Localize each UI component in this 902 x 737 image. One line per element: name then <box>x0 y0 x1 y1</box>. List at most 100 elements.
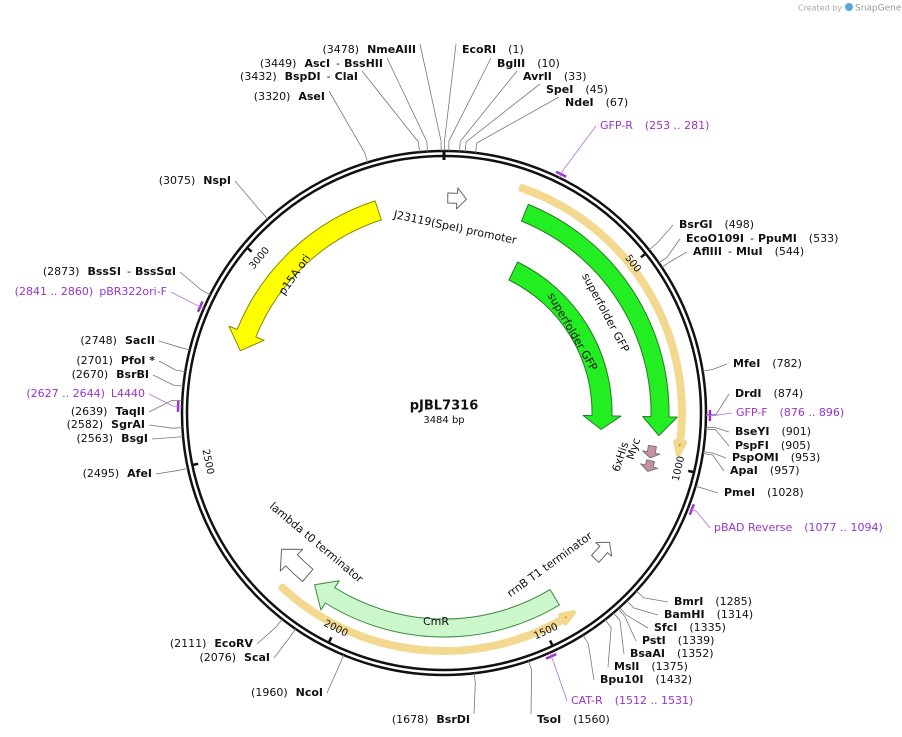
feature-label: J23119(SpeI) promoter <box>391 208 518 247</box>
enzyme-label: (2670) BsrBI <box>72 368 149 381</box>
primer-arrow <box>278 583 577 656</box>
label-part: BsrGI <box>679 218 712 231</box>
label-part: PfoI * <box>121 354 155 367</box>
ruler-tick <box>687 469 695 474</box>
label-part: PspFI <box>735 439 769 452</box>
enzyme-label: (3320) AseI <box>254 90 325 103</box>
label-part: (874) <box>774 387 804 400</box>
enzyme-label: (1678) BsrDI <box>392 713 470 726</box>
label-part: NmeAIII <box>367 43 416 56</box>
label-part: (1335) <box>689 621 726 634</box>
feature-label: lambda t0 terminator <box>267 500 366 586</box>
leader-line <box>179 271 211 295</box>
label-part: PmeI <box>724 486 755 499</box>
leader-line <box>326 654 344 694</box>
label-part: AflIII <box>693 245 722 258</box>
primer-leader <box>549 652 568 702</box>
label-part: (1352) <box>677 647 714 660</box>
leader-line <box>155 467 188 475</box>
leader-line <box>444 43 457 152</box>
label-part: NdeI <box>565 96 594 109</box>
cds-arrow <box>314 580 560 638</box>
primer-label: GFP-R (253 .. 281) <box>600 119 709 132</box>
label-part: BspDI <box>285 70 321 83</box>
label-part: (2748) <box>80 334 117 347</box>
enzyme-label: BmrI (1285) <box>674 595 752 608</box>
enzyme-label: PspFI (905) <box>735 439 811 452</box>
enzyme-label: BamHI (1314) <box>664 608 753 621</box>
feature-label: Myc <box>624 436 643 461</box>
enzyme-label: MslI (1375) <box>614 660 688 673</box>
label-part: BseYI <box>735 425 769 438</box>
feature-label: CmR <box>423 615 449 628</box>
label-part: (1432) <box>656 673 693 686</box>
enzyme-label: PstI (1339) <box>642 634 714 647</box>
label-part: AvrII <box>523 70 552 83</box>
label-part: MfeI <box>733 357 760 370</box>
cds-arrow <box>521 203 678 437</box>
label-part: SfcI <box>654 621 677 634</box>
enzyme-label: (2111) EcoRV <box>170 637 254 650</box>
label-part: (3075) <box>159 174 196 187</box>
label-part: MslI <box>614 660 639 673</box>
label-part: (1028) <box>767 486 804 499</box>
promoter-arrow <box>447 187 467 210</box>
ruler-tick <box>640 252 647 259</box>
leader-line <box>661 251 688 268</box>
leader-line <box>464 83 541 152</box>
leader-line <box>273 628 296 659</box>
label-part: EcoO109I <box>686 232 744 245</box>
label-part: (957) <box>770 464 800 477</box>
enzyme-label: SpeI (45) <box>546 83 608 96</box>
leader-line <box>328 90 369 163</box>
label-part: BglII <box>497 57 525 70</box>
primer-leader <box>170 291 204 309</box>
label-part: (953) <box>791 451 821 464</box>
enzyme-label: (2563) BsgI <box>77 432 148 445</box>
label-part: (876 .. 896) <box>780 406 845 419</box>
label-part: (1560) <box>573 713 610 726</box>
leader-line <box>705 426 730 433</box>
label-part: BsgI <box>121 432 148 445</box>
label-part: AseI <box>298 90 325 103</box>
enzyme-label: (3478) NmeAIII <box>323 43 417 56</box>
label-part: Bpu10I <box>600 673 644 686</box>
primer-label: CAT-R (1512 .. 1531) <box>571 694 693 707</box>
label-part: BamHI <box>664 608 705 621</box>
origin-arrow <box>228 200 382 352</box>
leader-line <box>459 70 518 152</box>
leader-line <box>151 436 184 440</box>
label-part: (2639) <box>71 405 108 418</box>
enzyme-label: (3075) NspI <box>159 174 231 187</box>
label-part: SgrAI <box>111 418 145 431</box>
label-part: NspI <box>203 174 231 187</box>
label-part: BssHII <box>344 57 383 70</box>
label-part: EcoRV <box>214 637 253 650</box>
enzyme-label: (2748) SacII <box>80 334 155 347</box>
label-part: pBAD Reverse <box>714 521 792 534</box>
enzyme-label: BsrGI (498) <box>679 218 754 231</box>
label-part: (10) <box>537 57 560 70</box>
enzyme-label: (3449) AscI - BssHII <box>260 57 383 70</box>
label-part: BsrBI <box>116 368 149 381</box>
label-part: (1077 .. 1094) <box>804 521 883 534</box>
primer-label: GFP-F (876 .. 896) <box>736 406 844 419</box>
label-part: (33) <box>564 70 587 83</box>
label-part: (2076) <box>199 651 236 664</box>
label-part: (1314) <box>717 608 754 621</box>
label-part: (901) <box>781 425 811 438</box>
enzyme-label: TsoI (1560) <box>537 713 610 726</box>
enzyme-label: NdeI (67) <box>565 96 628 109</box>
enzyme-label: BsaAI (1352) <box>630 647 714 660</box>
leader-line <box>604 619 612 668</box>
label-part: (3320) <box>254 90 291 103</box>
leader-line <box>448 57 492 152</box>
label-part: GFP-R <box>600 119 633 132</box>
leader-line <box>419 43 442 152</box>
ruler-tick <box>246 246 253 253</box>
credit-brand: SnapGene <box>855 4 902 14</box>
enzyme-label: (1960) NcoI <box>251 686 323 699</box>
terminator-arrow <box>279 548 314 582</box>
leader-line <box>473 673 476 715</box>
label-part: (1339) <box>678 634 715 647</box>
